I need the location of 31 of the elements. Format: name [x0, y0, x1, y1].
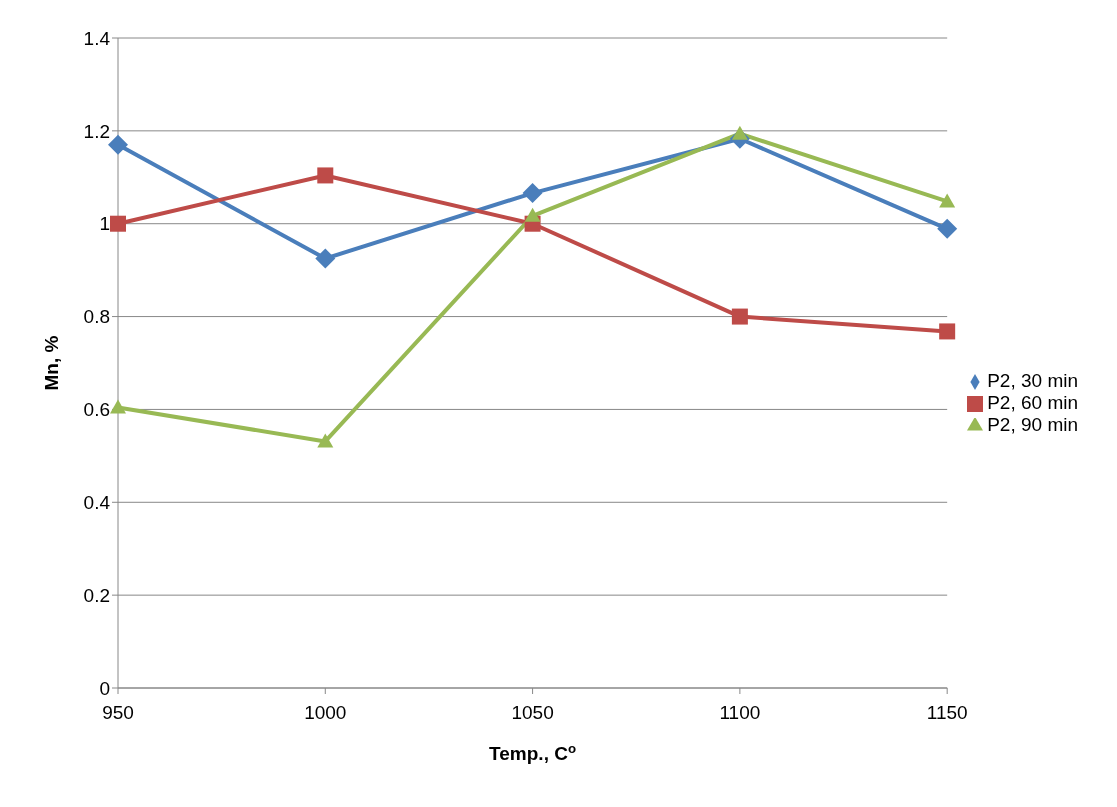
point [110, 399, 126, 414]
point [317, 433, 334, 448]
y-axis-title: Mn, % [41, 335, 62, 391]
y-tick-label: 0.8 [83, 306, 110, 328]
point [939, 193, 956, 208]
x-tick-label: 950 [102, 702, 134, 724]
y-tick-label: 0.4 [83, 492, 111, 514]
x-tick-label: 1000 [304, 702, 347, 724]
y-tick-label: 0 [99, 677, 110, 699]
point [110, 215, 126, 232]
y-tick-label: 0.2 [83, 584, 110, 606]
point [939, 323, 956, 340]
x-tick-label: 1150 [926, 702, 968, 724]
point [731, 125, 748, 140]
point [317, 167, 334, 184]
point [937, 218, 958, 239]
point [108, 134, 128, 155]
legend-label: P2, 90 min [987, 414, 1078, 435]
x-tick-label: 1050 [511, 702, 554, 724]
x-tick-label: 1100 [719, 702, 761, 724]
point [524, 207, 541, 222]
legend-label: P2, 30 min [987, 370, 1078, 391]
point [731, 308, 748, 325]
legend-label: P2, 60 min [987, 392, 1078, 413]
y-tick-label: 1.4 [83, 27, 111, 49]
y-tick-label: 1.2 [83, 120, 110, 142]
point [315, 248, 336, 269]
point [522, 183, 543, 204]
x-axis-title: Temp., C$^{o}$ [489, 740, 577, 764]
y-tick-label: 1 [99, 213, 110, 235]
y-tick-label: 0.6 [83, 399, 110, 421]
